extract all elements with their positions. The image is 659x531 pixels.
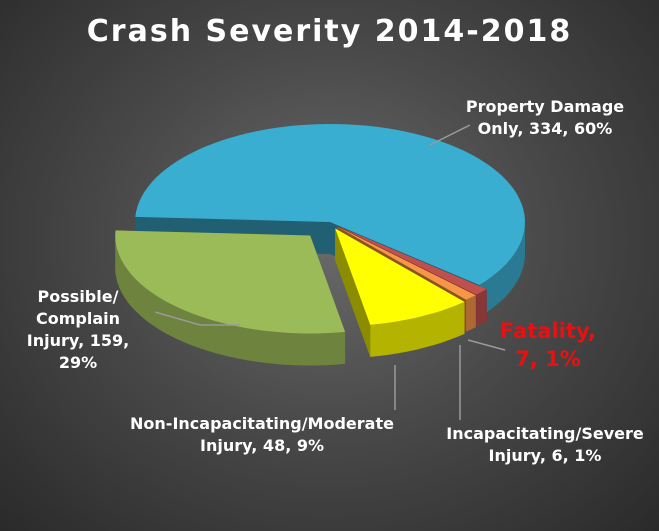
data-label: Property Damage Only, 334, 60%: [465, 97, 625, 138]
chart-title: Crash Severity 2014-2018: [86, 14, 573, 49]
data-label: Non-Incapacitating/Moderate Injury, 48, …: [130, 414, 394, 455]
slice-side: [476, 289, 487, 327]
slice-side: [370, 301, 465, 357]
leader-line: [467, 339, 506, 351]
slice-side: [466, 295, 476, 332]
data-label: Incapacitating/Severe Injury, 6, 1%: [446, 424, 644, 465]
slice-side: [115, 235, 346, 366]
pie-slice: [135, 124, 525, 285]
slice-side: [335, 228, 371, 357]
pie-slice: [115, 230, 346, 334]
pie-slice: [335, 228, 465, 325]
pie-slice: [337, 226, 487, 295]
pie-slice: [336, 226, 476, 300]
data-label: Possible/ Complain Injury, 159, 29%: [26, 287, 130, 372]
leader-line: [429, 124, 471, 146]
leader-line: [154, 311, 240, 326]
data-label: Fatality, 7, 1%: [500, 319, 596, 371]
slice-side: [479, 222, 525, 317]
